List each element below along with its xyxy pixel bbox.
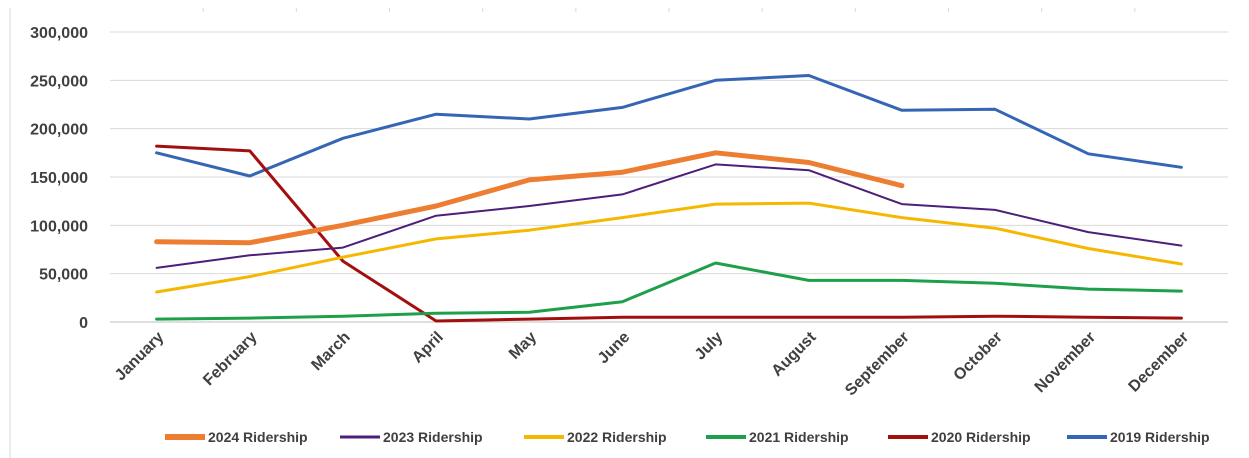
- series-line-2020: [155, 144, 1183, 323]
- series-lines: [154, 74, 1183, 323]
- legend-label: 2023 Ridership: [383, 429, 483, 445]
- y-tick-label: 150,000: [30, 170, 88, 187]
- x-tick-label: May: [506, 329, 540, 363]
- legend: 2024 Ridership 2023 Ridership 2022 Ridersh…: [165, 429, 1210, 445]
- x-tick-label: November: [1032, 329, 1099, 396]
- series-line-2022: [155, 201, 1183, 294]
- y-tick-label: 100,000: [30, 218, 88, 235]
- x-tick-label: June: [595, 329, 633, 367]
- x-tick-label: September: [842, 329, 913, 400]
- x-tick-label: April: [409, 329, 447, 367]
- y-tick-label: 200,000: [30, 122, 88, 139]
- x-tick-label: July: [692, 329, 727, 364]
- legend-label: 2021 Ridership: [749, 429, 849, 445]
- series-line-2023: [155, 163, 1183, 269]
- legend-label: 2024 Ridership: [208, 429, 308, 445]
- x-tick-label: March: [308, 329, 353, 374]
- x-tick-label: January: [112, 329, 167, 384]
- legend-label: 2019 Ridership: [1110, 429, 1210, 445]
- y-tick-label: 250,000: [30, 73, 88, 90]
- y-tick-label: 300,000: [30, 25, 88, 42]
- series-line-2021: [155, 261, 1183, 321]
- y-axis: 0 50,000 100,000 150,000 200,000 250,000 300,0…: [30, 25, 88, 332]
- y-tick-label: 0: [79, 315, 88, 332]
- x-axis: January February March April May June July Augu…: [112, 328, 1192, 399]
- x-tick-label: October: [951, 329, 1006, 384]
- x-tick-label: August: [769, 328, 820, 379]
- series-line-2019: [155, 74, 1183, 178]
- x-tick-label: December: [1126, 329, 1193, 396]
- y-tick-label: 50,000: [39, 267, 88, 284]
- gridlines: [9, 8, 1228, 458]
- series-line-2024: [154, 150, 905, 246]
- x-tick-label: February: [200, 329, 261, 390]
- legend-label: 2020 Ridership: [931, 429, 1031, 445]
- legend-label: 2022 Ridership: [567, 429, 667, 445]
